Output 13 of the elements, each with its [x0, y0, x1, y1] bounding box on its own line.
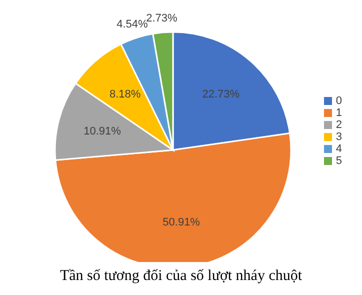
legend-label: 4: [336, 143, 342, 155]
legend-label: 3: [336, 131, 342, 143]
legend-label: 5: [336, 155, 342, 167]
text: Tần số tương đối của số lượt nháy chuột: [58, 268, 304, 285]
data-label: 2.73%: [146, 12, 178, 24]
legend-label: 2: [336, 119, 342, 131]
data-label: 4.54%: [116, 18, 148, 30]
data-label: 8.18%: [110, 88, 141, 101]
legend-label: 1: [336, 107, 342, 119]
data-label: 22.73%: [202, 88, 240, 101]
data-label: 50.91%: [162, 216, 200, 229]
data-label: 10.91%: [84, 125, 122, 138]
legend-label: 0: [336, 95, 342, 107]
